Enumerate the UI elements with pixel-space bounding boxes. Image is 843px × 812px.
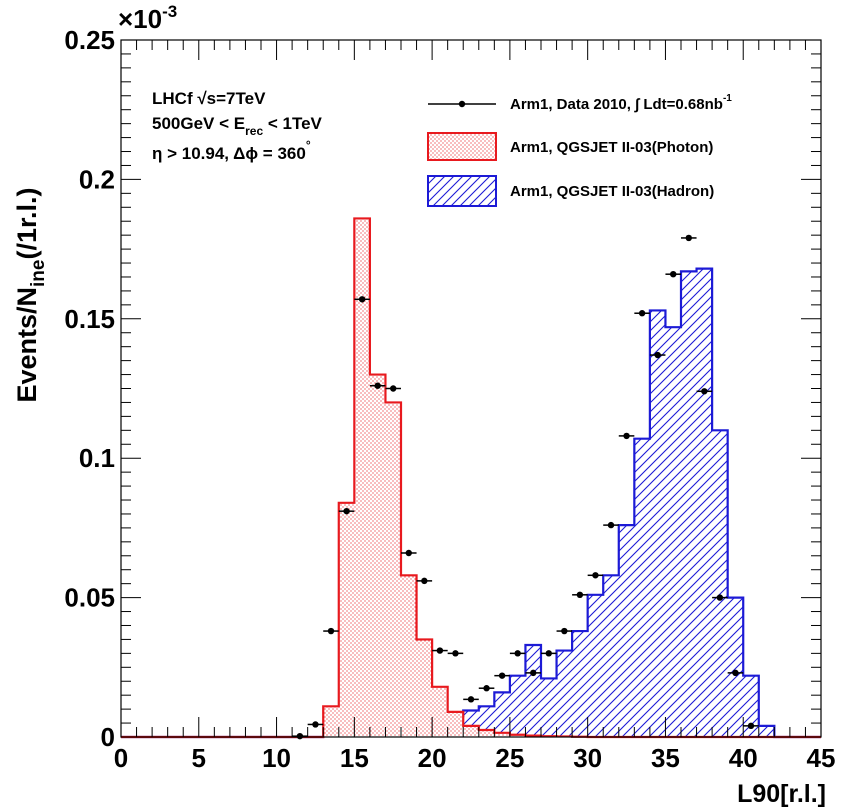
data-point (416, 577, 433, 585)
y-tick-label: 0.05 (64, 583, 115, 613)
data-point (556, 627, 573, 635)
info-line-energy: LHCf √s=7TeV (152, 89, 266, 108)
legend-entry-hadron: Arm1, QGSJET II-03(Hadron) (427, 175, 714, 207)
hadron-histogram-fill (121, 268, 821, 737)
y-tick-label: 0.15 (64, 304, 115, 334)
data-point (541, 650, 557, 657)
data-point (354, 296, 370, 303)
info-line-eta: η > 10.94, Δϕ = 360° (152, 138, 311, 163)
x-axis-label: L90[r.l.] (737, 780, 826, 808)
data-point (727, 669, 744, 677)
data-point (525, 669, 541, 677)
y-tick-label: 0.25 (64, 25, 115, 55)
y-axis: 0 0.05 0.1 0.15 0.2 0.25 (64, 25, 821, 752)
x-tick-label: 30 (573, 743, 602, 773)
data-point (323, 627, 339, 635)
data-point (618, 432, 635, 440)
x-tick-label: 5 (192, 743, 206, 773)
data-point (478, 685, 495, 692)
data-point (743, 722, 759, 730)
svg-text:Arm1, QGSJET II-03(Photon): Arm1, QGSJET II-03(Photon) (510, 139, 713, 156)
svg-text:Arm1, Data 2010, ∫ Ldt=0.68nb-: Arm1, Data 2010, ∫ Ldt=0.68nb-1 (510, 93, 732, 113)
data-point (712, 594, 728, 601)
data-point (463, 696, 479, 703)
x-axis: 0 5 10 15 20 25 30 35 40 45 (114, 40, 836, 773)
y-tick-label: 0.2 (79, 164, 115, 194)
data-point (665, 270, 681, 278)
x-tick-label: 20 (418, 743, 447, 773)
data-point (401, 549, 417, 557)
legend-entry-photon: Arm1, QGSJET II-03(Photon) (427, 132, 713, 161)
data-point (603, 521, 619, 529)
info-text-block: LHCf √s=7TeV 500GeV < Erec < 1TeV η > 10… (152, 89, 323, 163)
data-point (494, 672, 510, 679)
data-point (369, 382, 386, 389)
data-points-layer (292, 234, 759, 740)
hadron-histogram (121, 267, 821, 739)
x-tick-label: 15 (340, 743, 369, 773)
data-point (292, 732, 308, 740)
legend-entry-data: Arm1, Data 2010, ∫ Ldt=0.68nb-1 (428, 93, 732, 113)
data-point (385, 385, 401, 392)
data-point (572, 591, 588, 599)
y-tick-label: 0 (101, 722, 115, 752)
x-tick-label: 45 (807, 743, 836, 773)
data-point (307, 721, 324, 728)
histogram-layer (121, 217, 821, 739)
data-point (587, 572, 604, 579)
data-point (338, 507, 355, 515)
x-tick-label: 0 (114, 743, 128, 773)
x-tick-label: 10 (262, 743, 291, 773)
data-point (681, 234, 697, 242)
data-point (432, 647, 448, 654)
y-axis-exponent: ×10-3 (118, 2, 177, 34)
data-point (696, 388, 713, 395)
svg-text:Arm1, QGSJET II-03(Hadron): Arm1, QGSJET II-03(Hadron) (510, 183, 714, 200)
data-point (649, 351, 666, 359)
data-point (447, 650, 464, 657)
x-tick-label: 25 (495, 743, 524, 773)
data-point (509, 650, 526, 657)
y-tick-label: 0.1 (79, 443, 115, 473)
x-tick-label: 35 (651, 743, 680, 773)
y-axis-label: Events/Nine(/1r.l.) (12, 187, 49, 402)
x-tick-label: 40 (729, 743, 758, 773)
legend: Arm1, Data 2010, ∫ Ldt=0.68nb-1 Arm1, QG… (427, 93, 732, 207)
data-point (634, 310, 650, 317)
info-line-erec: 500GeV < Erec < 1TeV (152, 114, 323, 138)
